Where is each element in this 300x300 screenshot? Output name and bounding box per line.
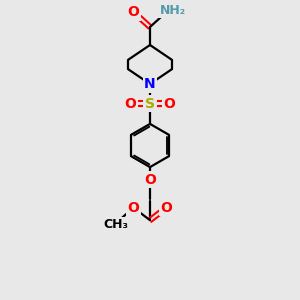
Text: O: O [128,201,140,214]
Text: O: O [124,97,136,110]
Text: O: O [160,201,172,214]
Text: O: O [144,173,156,187]
Text: O: O [128,5,140,19]
Text: NH₂: NH₂ [159,4,186,17]
Text: O: O [164,97,175,110]
Text: CH₃: CH₃ [103,218,128,231]
Text: N: N [144,77,156,91]
Text: S: S [145,97,155,110]
